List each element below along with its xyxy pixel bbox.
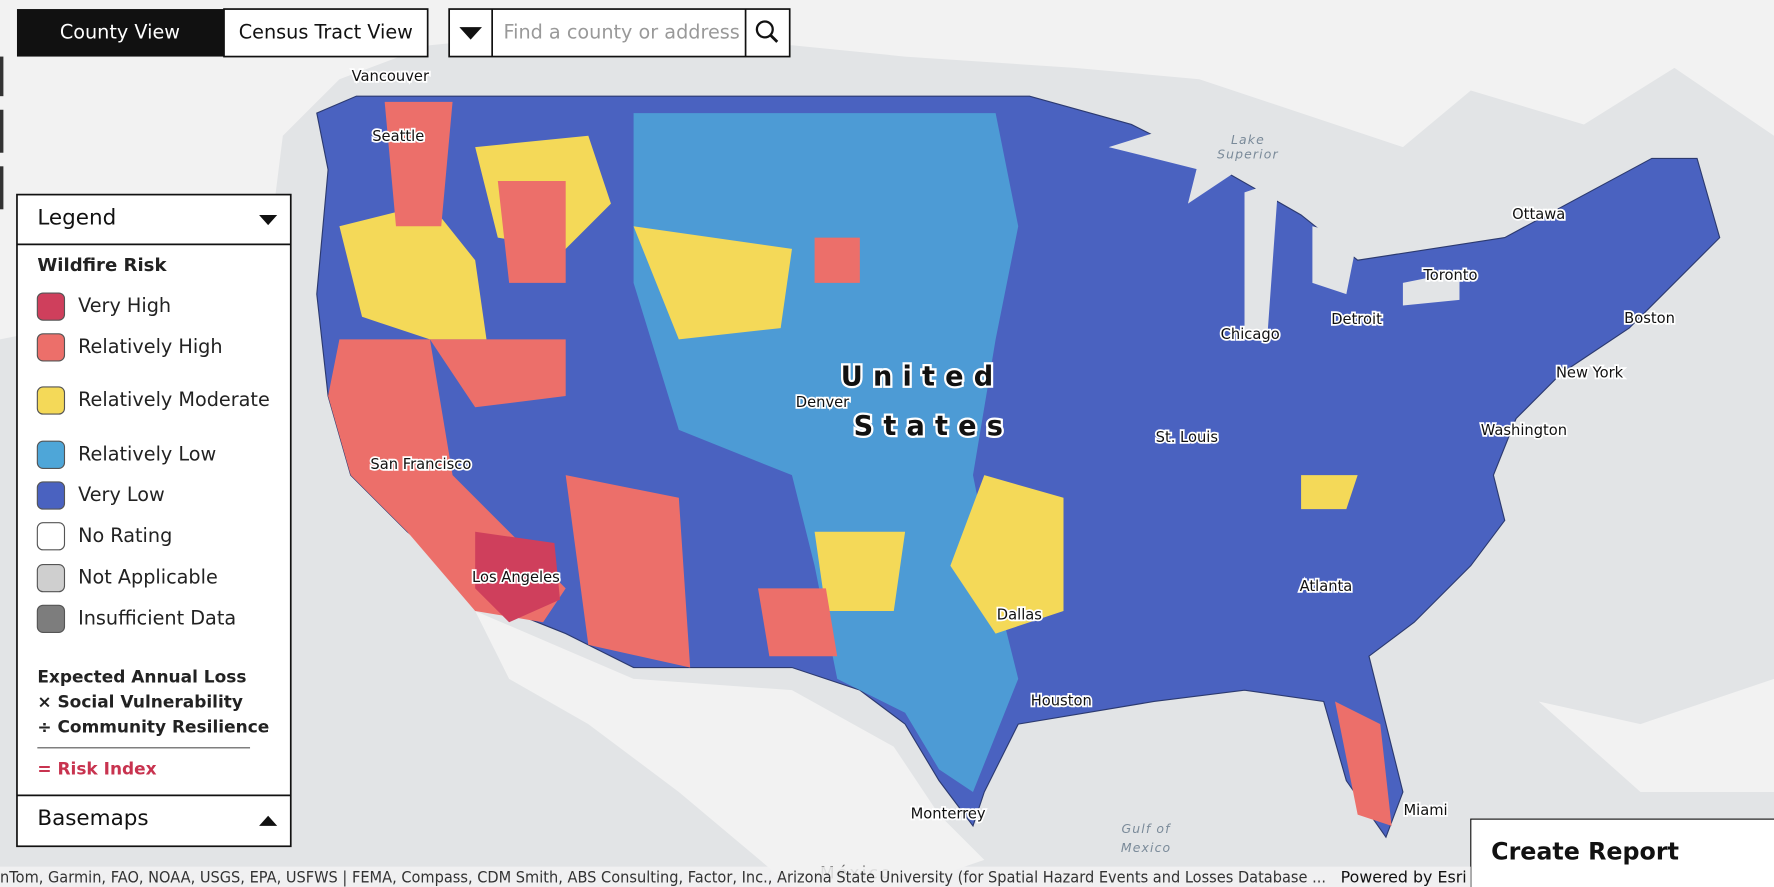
tab-label: County View (60, 20, 180, 43)
formula-line: × Social Vulnerability (37, 693, 243, 713)
tab-label: Census Tract View (239, 20, 413, 43)
city-label: Monterrey (911, 806, 986, 823)
create-report-panel (1470, 818, 1774, 887)
land-mexico (475, 610, 985, 887)
map-label: Lake (1231, 132, 1265, 147)
city-label: Los Angeles (472, 569, 560, 586)
zoom-control[interactable] (0, 56, 4, 97)
legend-swatch (36, 440, 66, 469)
legend-label: No Rating (78, 524, 172, 547)
legend-label: Relatively Moderate (78, 388, 270, 411)
map-label: Gulf of (1121, 821, 1171, 836)
city-label: Chicago (1221, 326, 1280, 343)
city-label: Denver (796, 394, 850, 411)
search-box[interactable] (448, 8, 791, 58)
legend-label: Relatively High (78, 335, 223, 358)
land-north (0, 0, 1774, 340)
city-label: St. Louis (1156, 429, 1218, 446)
legend-panel: Legend Wildfire Risk = Risk Index Basema… (16, 193, 292, 848)
attribution: nTom, Garmin, FAO, NOAA, USGS, EPA, USFW… (0, 867, 1326, 886)
city-label: Detroit (1331, 311, 1382, 328)
legend-title[interactable]: Legend (37, 205, 116, 230)
map-label: United (841, 361, 1004, 392)
legend-label: Not Applicable (78, 566, 218, 589)
tab[interactable] (223, 8, 429, 58)
search-icon[interactable] (755, 20, 774, 39)
map-label: Mexico (1121, 840, 1171, 855)
city-label: Ottawa (1512, 206, 1565, 223)
legend-swatch (36, 563, 66, 593)
zoom-control[interactable] (0, 166, 4, 210)
great-lakes (1108, 118, 1460, 306)
legend-box (16, 193, 292, 848)
legend-label: Insufficient Data (78, 606, 236, 629)
region-moderate (339, 135, 1358, 634)
dropdown-icon[interactable] (459, 27, 482, 40)
formula-line: Expected Annual Loss (37, 668, 246, 688)
formula-result: = Risk Index (37, 759, 156, 779)
region-high (328, 101, 1392, 826)
legend-swatch (36, 522, 66, 551)
search-placeholder[interactable]: Find a county or address (503, 20, 739, 43)
powered-by: Powered by Esri (1341, 867, 1467, 886)
region-very-high (475, 531, 561, 623)
legend-swatch (36, 604, 66, 634)
map-label: Superior (1217, 146, 1279, 161)
search-icon (769, 34, 779, 43)
legend-section: Wildfire Risk (37, 255, 167, 276)
city-label: Houston (1031, 692, 1092, 709)
city-label: Toronto (1422, 267, 1477, 284)
great-lakes (1187, 135, 1290, 340)
city-label: Dallas (997, 606, 1042, 623)
city-label: Washington (1481, 422, 1567, 439)
legend-swatch (36, 292, 66, 321)
expand-icon[interactable] (259, 815, 278, 826)
city-label: Vancouver (352, 68, 430, 85)
city-label: Seattle (372, 128, 424, 145)
legend-label: Relatively Low (78, 442, 216, 465)
zoom-control[interactable] (0, 109, 4, 153)
city-label: San Francisco (370, 456, 471, 473)
toolbar: County View Census Tract View Find a cou… (16, 8, 791, 58)
city-label: Miami (1403, 802, 1447, 819)
formula-line: ÷ Community Resilience (37, 717, 269, 737)
legend-swatch (36, 386, 66, 415)
tab-active[interactable] (16, 9, 225, 57)
legend-swatch (36, 333, 66, 362)
basemaps-title[interactable]: Basemaps (37, 806, 148, 831)
legend-swatch (36, 481, 66, 510)
city-label: New York (1556, 364, 1624, 381)
land-caribbean (1538, 678, 1774, 792)
city-label: Atlanta (1300, 578, 1353, 595)
city-label: Boston (1624, 310, 1675, 327)
legend-label: Very Low (78, 483, 165, 506)
create-report-button[interactable]: Create Report (1491, 838, 1679, 866)
legend-label: Very High (78, 294, 171, 317)
map-label: States (854, 411, 1013, 442)
attribution-bar (0, 866, 1471, 887)
collapse-icon[interactable] (259, 214, 278, 226)
